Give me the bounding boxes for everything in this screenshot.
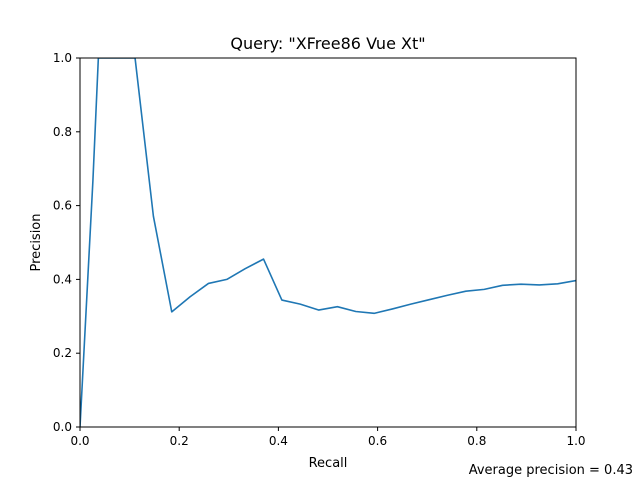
plot-frame [79, 57, 577, 428]
x-axis-label: Recall [309, 456, 348, 471]
x-tick-label: 0.0 [70, 434, 89, 448]
x-axis-ticks: 0.0 0.2 0.4 0.6 0.8 1.0 [70, 427, 586, 448]
x-tick-label: 1.0 [566, 434, 585, 448]
y-tick-label: 0.8 [53, 125, 72, 139]
average-precision-annotation: Average precision = 0.43 [469, 463, 633, 478]
y-axis-label: Precision [29, 213, 44, 271]
x-tick-label: 0.6 [368, 434, 387, 448]
x-tick-label: 0.2 [170, 434, 189, 448]
series-layer [80, 58, 576, 427]
y-tick-label: 0.4 [53, 272, 72, 286]
x-tick-label: 0.8 [467, 434, 486, 448]
y-axis-ticks: 0.0 0.2 0.4 0.6 0.8 1.0 [53, 51, 80, 434]
chart-title: Query: "XFree86 Vue Xt" [230, 34, 425, 53]
y-tick-label: 0.6 [53, 199, 72, 213]
y-tick-label: 1.0 [53, 51, 72, 65]
y-tick-label: 0.0 [53, 420, 72, 434]
x-tick-label: 0.4 [269, 434, 288, 448]
precision-recall-line [80, 58, 576, 427]
y-tick-label: 0.2 [53, 346, 72, 360]
plot-area [80, 58, 576, 427]
